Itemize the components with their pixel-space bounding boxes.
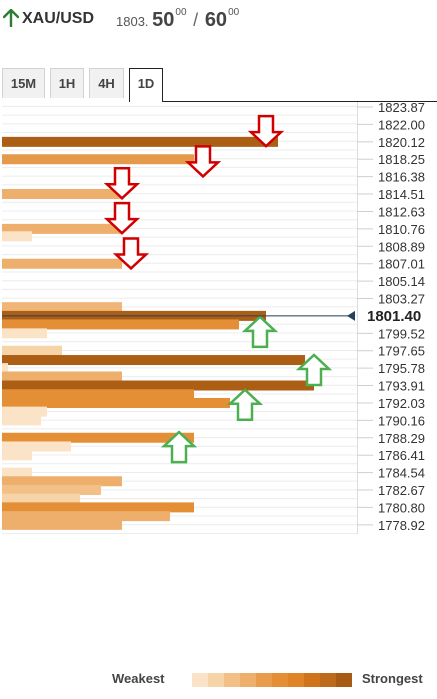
strength-bar (2, 476, 122, 487)
legend-color-scale (192, 673, 352, 687)
price-tick-label: 1818.25 (378, 152, 425, 167)
tab-1d[interactable]: 1D (129, 68, 163, 102)
resistance-arrow-icon (103, 201, 141, 235)
bid-price: 50 (152, 9, 175, 31)
strength-bar (2, 302, 122, 313)
resistance-arrow-icon (247, 114, 285, 148)
strength-bar (2, 467, 32, 478)
price-tick-label: 1784.54 (378, 466, 425, 481)
price-tick-label: 1812.63 (378, 204, 425, 219)
price-tick-label: 1822.00 (378, 117, 425, 132)
price-tick-label: 1795.78 (378, 361, 425, 376)
price-tick-label: 1782.67 (378, 483, 425, 498)
price-tick-label: 1807.01 (378, 257, 425, 272)
price-tick-label: 1792.03 (378, 396, 425, 411)
price-tick-label: 1778.92 (378, 518, 425, 533)
legend-swatch (192, 673, 208, 687)
strength-bar (2, 432, 194, 443)
bid-fraction: 00 (175, 7, 187, 18)
strength-bar (2, 380, 314, 391)
strength-bar (2, 363, 8, 374)
current-price-pointer (347, 310, 355, 321)
price-tick-label: 1788.29 (378, 431, 425, 446)
resistance-arrow-icon (103, 167, 141, 200)
price-tick-label: 1814.51 (378, 187, 425, 202)
tab-underline (162, 101, 437, 102)
price-tick-label: 1797.65 (378, 344, 425, 359)
price-tick-label: 1820.12 (378, 135, 425, 150)
strength-bar (2, 328, 47, 339)
strength-bar (2, 136, 278, 147)
legend-swatch (208, 673, 224, 687)
strength-bar (2, 484, 101, 495)
legend-swatch (224, 673, 240, 687)
strength-bar (2, 415, 41, 426)
strength-bar (2, 441, 71, 452)
price-tick-label: 1810.76 (378, 222, 425, 237)
price-tick-label: 1805.14 (378, 274, 425, 289)
tab-15m[interactable]: 15M (2, 68, 45, 98)
tab-1h[interactable]: 1H (50, 68, 84, 98)
ask-price: 60 (204, 9, 228, 31)
confluence-chart: 1823.87 1822.00 1820.12 1818.25 1816.38 1814.… (2, 100, 425, 535)
support-arrow-icon (160, 430, 198, 464)
strength-bar (2, 406, 47, 417)
strength-bar (2, 345, 62, 356)
current-price-label: 1801.40 (367, 308, 421, 325)
strength-bar (2, 223, 122, 234)
strength-bar (2, 502, 194, 513)
strength-bar (2, 154, 194, 165)
legend-swatch (240, 673, 256, 687)
strength-bar (2, 450, 32, 461)
level-markers (103, 114, 333, 464)
quote-separator: / (193, 10, 199, 30)
confluence-chart-svg: 1823.87 1822.00 1820.12 1818.25 1816.38 1814.… (2, 100, 425, 535)
legend-swatch (272, 673, 288, 687)
price-tick-label: 1808.89 (378, 239, 425, 254)
price-tick-label: 1799.52 (378, 326, 425, 341)
price-quote: 1803. 5000 / 6000 (116, 7, 240, 32)
price-axis: 1823.87 1822.00 1820.12 1818.25 1816.38 1814.… (2, 100, 425, 535)
resistance-arrow-icon (112, 237, 150, 271)
strength-bar (2, 258, 122, 269)
price-tick-label: 1816.38 (378, 170, 425, 185)
strength-bar (2, 389, 194, 400)
strength-bar (2, 511, 170, 522)
support-arrow-icon (295, 353, 333, 387)
price-tick-label: 1780.80 (378, 500, 425, 515)
strength-legend: Weakest Strongest (0, 668, 437, 698)
legend-swatch (336, 673, 352, 687)
legend-weakest-label: Weakest (112, 671, 165, 686)
quote-header: XAU/USD 1803. 5000 / 6000 (0, 0, 437, 40)
resistance-arrow-icon (184, 145, 222, 179)
strength-bar (2, 371, 122, 382)
legend-swatch (304, 673, 320, 687)
strength-bar (2, 397, 230, 408)
up-arrow-icon (3, 9, 19, 27)
price-prefix: 1803. (116, 14, 149, 29)
price-tick-label: 1786.41 (378, 448, 425, 463)
strength-bars (2, 136, 314, 530)
ask-fraction: 00 (228, 7, 240, 18)
legend-swatch (288, 673, 304, 687)
symbol-label: XAU/USD (22, 10, 95, 27)
strength-bar (2, 231, 32, 242)
strength-bar (2, 493, 80, 504)
legend-swatch (256, 673, 272, 687)
strength-bar (2, 355, 305, 366)
legend-strongest-label: Strongest (362, 671, 423, 686)
legend-swatch (320, 673, 336, 687)
strength-bar (2, 319, 239, 330)
price-tick-label: 1823.87 (378, 100, 425, 115)
strength-bar (2, 519, 122, 530)
price-tick-label: 1793.91 (378, 379, 425, 394)
price-tick-label: 1803.27 (378, 291, 425, 306)
support-arrow-icon (226, 388, 264, 422)
strength-bar (2, 189, 122, 200)
price-tick-label: 1790.16 (378, 413, 425, 428)
tab-4h[interactable]: 4H (89, 68, 124, 98)
support-arrow-icon (241, 315, 279, 349)
